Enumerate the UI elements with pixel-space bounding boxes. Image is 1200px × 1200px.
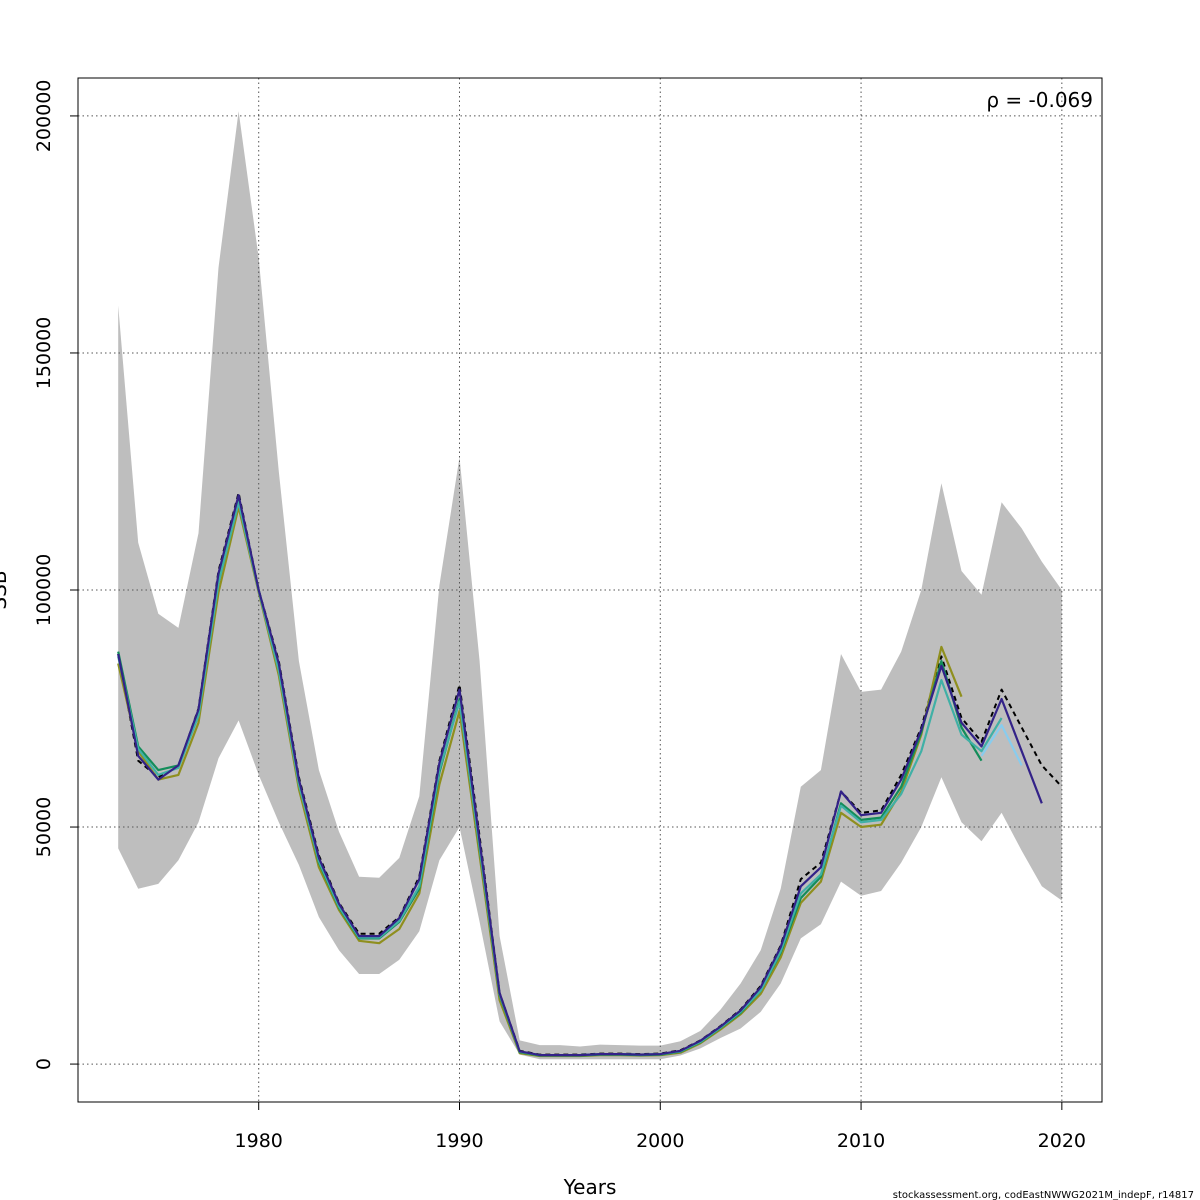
x-tick-label-1: 1990 <box>435 1130 483 1152</box>
y-axis: 0 50000 100000 150000 200000 <box>33 80 78 1070</box>
y-axis-label: SSB <box>0 570 11 609</box>
x-tick-label-4: 2020 <box>1038 1130 1086 1152</box>
x-axis: 1980 1990 2000 2010 2020 <box>235 1102 1086 1152</box>
x-tick-label-3: 2010 <box>837 1130 885 1152</box>
series-line-4 <box>117 494 1043 1057</box>
series-line-0 <box>117 491 1063 1056</box>
x-axis-label: Years <box>563 1175 617 1199</box>
footer-credit: stockassessment.org, codEastNWWG2021M_in… <box>893 1190 1194 1200</box>
y-tick-label-0: 0 <box>33 1058 55 1070</box>
y-tick-label-3: 150000 <box>33 317 55 390</box>
y-tick-label-1: 50000 <box>33 797 55 857</box>
series-line-5 <box>980 723 1023 766</box>
x-tick-label-2: 2000 <box>636 1130 684 1152</box>
y-tick-label-2: 100000 <box>33 554 55 627</box>
confidence-band <box>118 111 1062 1060</box>
x-tick-label-0: 1980 <box>235 1130 283 1152</box>
series-layer <box>117 491 1063 1058</box>
band-layer <box>118 111 1062 1060</box>
rho-annotation: ρ = -0.069 <box>986 88 1093 112</box>
y-tick-label-4: 200000 <box>33 80 55 153</box>
